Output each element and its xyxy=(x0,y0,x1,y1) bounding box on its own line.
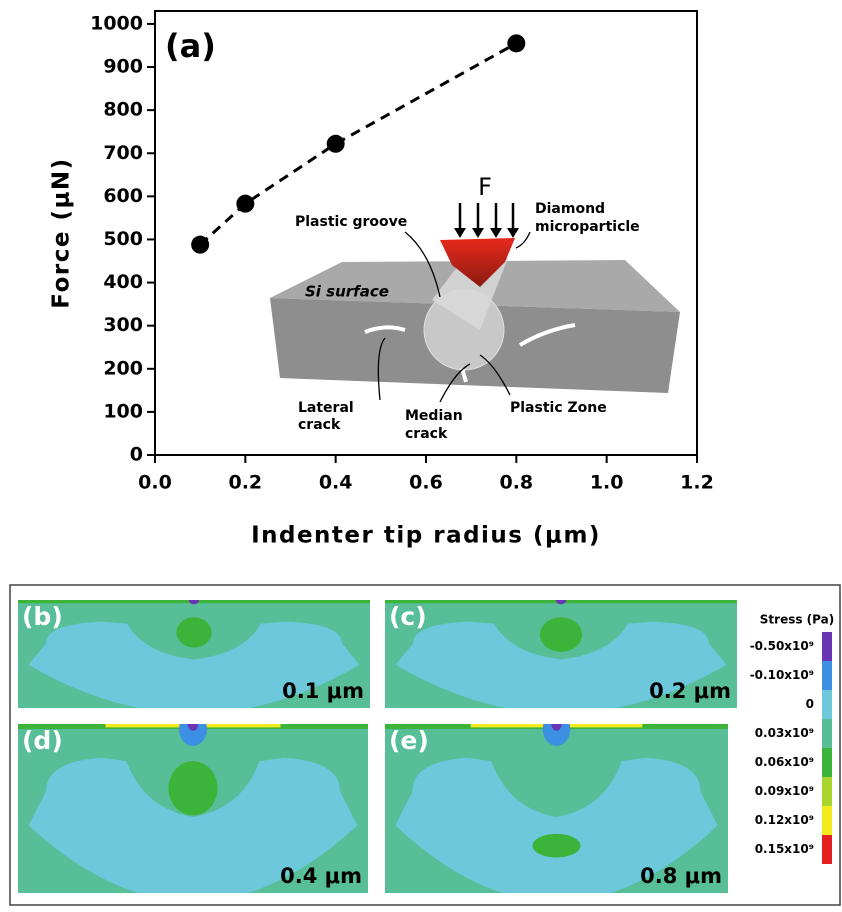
map-region xyxy=(168,761,218,816)
legend-label: 0.15x10⁹ xyxy=(755,842,814,856)
map-label: (b) xyxy=(22,602,63,631)
map-region xyxy=(176,617,212,648)
data-point xyxy=(326,134,345,153)
y-tick-label: 300 xyxy=(103,314,143,336)
map-region xyxy=(542,724,571,746)
x-tick-label: 0.4 xyxy=(319,472,353,494)
legend-swatch xyxy=(822,806,832,835)
map-scale: 0.8 μm xyxy=(640,864,722,888)
diamond-label: microparticle xyxy=(535,219,640,235)
map-region xyxy=(395,621,727,708)
force-label: F xyxy=(478,173,492,201)
surface-label: Si surface xyxy=(305,283,389,301)
legend-label: 0.09x10⁹ xyxy=(755,784,814,798)
map-region xyxy=(28,621,360,708)
y-tick-label: 1000 xyxy=(90,12,143,34)
map-region xyxy=(28,757,358,893)
map-label: (d) xyxy=(22,726,63,755)
legend-swatch xyxy=(822,632,832,661)
legend-swatch xyxy=(822,835,832,864)
x-tick-label: 1.2 xyxy=(680,472,714,494)
map-region xyxy=(532,833,581,858)
legend-title: Stress (Pa) xyxy=(760,613,834,627)
median-label: Median xyxy=(405,408,463,424)
zone-label: Plastic Zone xyxy=(510,400,607,416)
map-scale: 0.1 μm xyxy=(282,679,364,703)
y-tick-label: 600 xyxy=(103,185,143,207)
legend-swatch xyxy=(822,690,832,719)
force-arrows xyxy=(458,203,515,232)
y-tick-label: 900 xyxy=(103,56,143,78)
legend-label: -0.10x10⁹ xyxy=(750,668,814,682)
lateral-label: crack xyxy=(298,417,341,433)
legend-swatch xyxy=(822,777,832,806)
diamond xyxy=(440,238,515,287)
legend-swatch xyxy=(822,661,832,690)
median-label: crack xyxy=(405,426,448,442)
map-region xyxy=(188,600,200,605)
x-tick-label: 0.2 xyxy=(228,472,262,494)
legend-label: -0.50x10⁹ xyxy=(750,639,814,653)
cracks xyxy=(364,323,576,383)
data-point xyxy=(236,194,255,213)
y-tick-label: 100 xyxy=(103,400,143,422)
stress-map xyxy=(385,600,737,708)
panel-label: (a) xyxy=(165,27,216,65)
lateral-label: Lateral xyxy=(298,400,354,416)
y-tick-label: 500 xyxy=(103,228,143,250)
y-axis-title: Force (μN) xyxy=(49,157,75,308)
legend-label: 0.12x10⁹ xyxy=(755,813,814,827)
legend-label: 0 xyxy=(806,697,814,711)
x-tick-label: 1.0 xyxy=(590,472,624,494)
map-region xyxy=(187,724,199,731)
y-tick-label: 800 xyxy=(103,99,143,121)
x-tick-label: 0.8 xyxy=(499,472,533,494)
inset-diagram: F Diamond microparticle Plastic groove S… xyxy=(270,173,680,442)
map-label: (c) xyxy=(389,602,427,631)
diamond-label: Diamond xyxy=(535,201,605,217)
arrow-heads xyxy=(454,228,519,238)
leader-lines xyxy=(377,231,531,403)
map-region xyxy=(179,724,207,746)
legend-label: 0.03x10⁹ xyxy=(755,726,814,740)
stress-frame xyxy=(9,584,841,906)
map-region xyxy=(555,600,567,605)
y-tick-label: 700 xyxy=(103,142,143,164)
x-axis-title: Indenter tip radius (μm) xyxy=(251,523,601,549)
data-point xyxy=(191,235,210,254)
map-scale: 0.2 μm xyxy=(649,679,731,703)
x-tick-label: 0.6 xyxy=(409,472,443,494)
map-scale: 0.4 μm xyxy=(280,864,362,888)
map-region xyxy=(395,757,718,893)
legend-swatch xyxy=(822,748,832,777)
stress-map xyxy=(18,724,368,893)
data-line xyxy=(199,42,518,246)
map-label: (e) xyxy=(389,726,429,755)
x-tick-label: 0.0 xyxy=(138,472,172,494)
map-region xyxy=(551,724,562,731)
stress-map xyxy=(18,600,370,708)
y-tick-label: 0 xyxy=(130,444,143,466)
data-point xyxy=(507,34,526,53)
legend-swatch xyxy=(822,719,832,748)
groove-label: Plastic groove xyxy=(295,214,407,230)
legend-label: 0.06x10⁹ xyxy=(755,755,814,769)
map-region xyxy=(539,617,583,652)
stress-map xyxy=(385,724,728,893)
y-tick-label: 400 xyxy=(103,271,143,293)
y-tick-label: 200 xyxy=(103,357,143,379)
